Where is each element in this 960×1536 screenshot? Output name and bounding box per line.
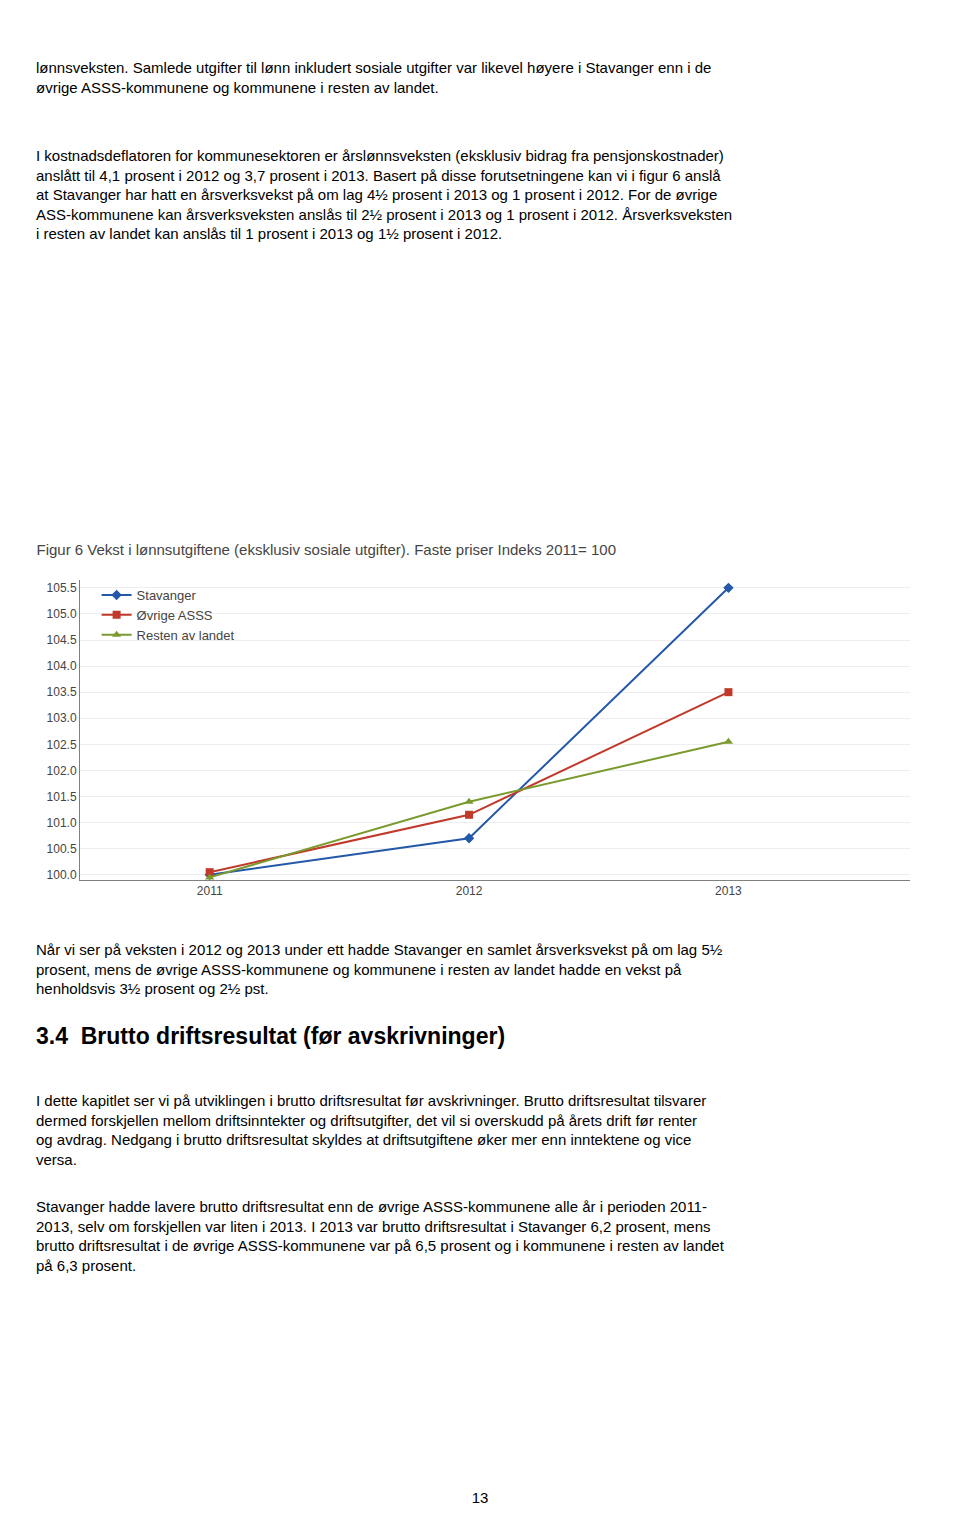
html-text:Stavanger hadde lavere brutto: Stavanger hadde lavere brutto driftsresu… <box>36 1198 724 1274</box>
svg-text:Stavanger: Stavanger <box>137 588 197 603</box>
svg-text:2011: 2011 <box>197 884 223 898</box>
svg-text:102.0: 102.0 <box>47 764 77 778</box>
svg-text:101.5: 101.5 <box>47 790 77 804</box>
svg-text:Figur 6 Vekst i lønnsutgiftene: Figur 6 Vekst i lønnsutgiftene (eksklusi… <box>36 541 616 558</box>
svg-text:2012: 2012 <box>456 884 483 898</box>
svg-text:103.0: 103.0 <box>47 711 77 725</box>
svg-text:105.0: 105.0 <box>47 607 77 621</box>
html-text:3.4 Brutto driftsresultat (før: 3.4 Brutto driftsresultat (før avskrivni… <box>36 1023 505 1049</box>
html-text:13: 13 <box>471 1489 489 1506</box>
svg-text:104.0: 104.0 <box>47 659 77 673</box>
svg-text:105.5: 105.5 <box>47 581 77 595</box>
svg-text:100.5: 100.5 <box>47 842 77 856</box>
svg-text:Øvrige ASSS: Øvrige ASSS <box>137 608 213 623</box>
svg-text:Resten av landet: Resten av landet <box>137 628 235 643</box>
html-text:I kostnadsdeflatoren for kommu: I kostnadsdeflatoren for kommunesektoren… <box>36 147 733 242</box>
svg-text:100.0: 100.0 <box>47 868 77 882</box>
svg-text:101.0: 101.0 <box>47 816 77 830</box>
svg-text:2013: 2013 <box>715 884 742 898</box>
svg-text:102.5: 102.5 <box>47 738 77 752</box>
svg-text:103.5: 103.5 <box>47 685 77 699</box>
svg-text:104.5: 104.5 <box>47 633 77 647</box>
html-text:lønnsveksten. Samlede utgifter: lønnsveksten. Samlede utgifter til lønn … <box>36 59 712 96</box>
html-text:I dette kapitlet ser vi på utv: I dette kapitlet ser vi på utviklingen i… <box>36 1092 707 1168</box>
html-text:Når vi ser på veksten i 2012 o: Når vi ser på veksten i 2012 og 2013 und… <box>36 941 723 997</box>
